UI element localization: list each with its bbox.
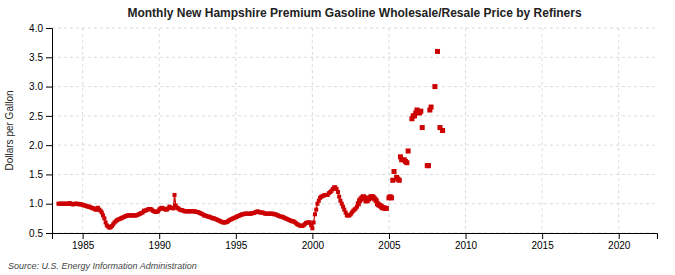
y-tick-label: 0.5 (29, 228, 43, 239)
marker (406, 149, 411, 154)
y-grid-line (52, 115, 657, 116)
y-grid-line (52, 57, 657, 58)
x-tick-mark (159, 233, 160, 239)
x-grid-line (159, 28, 160, 233)
marker (404, 160, 409, 165)
x-tick-label: 2000 (302, 240, 325, 251)
x-tick: 2005 (378, 233, 401, 251)
marker (432, 84, 437, 89)
y-tick: 3.0 (29, 81, 52, 92)
series-line (58, 187, 357, 228)
chart-svg: 1985 1990 1995 2000 2005 2010 2015 2020 0.5 1.0 1.… (0, 0, 675, 275)
x-tick: 2015 (532, 233, 555, 251)
plot-root: 1985 1990 1995 2000 2005 2010 2015 2020 0.5 1.0 1.… (29, 23, 657, 251)
marker (429, 105, 434, 110)
y-tick-mark (46, 57, 52, 58)
x-tick-mark (542, 233, 543, 239)
y-tick-mark (46, 204, 52, 205)
x-tick-label: 1995 (225, 240, 248, 251)
y-tick: 1.5 (29, 169, 52, 180)
marker (312, 220, 316, 224)
marker (420, 125, 425, 130)
y-tick-label: 4.0 (29, 23, 43, 34)
x-grid-line (312, 28, 313, 233)
y-tick: 2.0 (29, 140, 52, 151)
y-tick-mark (46, 87, 52, 88)
x-tick: 1995 (225, 233, 248, 251)
x-tick-label: 1990 (149, 240, 172, 251)
marker (337, 195, 341, 199)
grid (52, 28, 657, 233)
marker (310, 226, 314, 230)
marker (389, 195, 394, 200)
plot-area (56, 49, 445, 230)
y-tick-label: 1.0 (29, 198, 43, 209)
x-grid-line (82, 28, 83, 233)
y-tick: 4.0 (29, 23, 52, 34)
x-tick: 1985 (72, 233, 95, 251)
x-axis: 1985 1990 1995 2000 2005 2010 2015 2020 (53, 233, 658, 251)
y-axis-line (46, 29, 53, 234)
marker (392, 169, 397, 174)
x-grid-line (542, 28, 543, 233)
y-tick: 1.0 (29, 198, 52, 209)
y-grid-line (52, 174, 657, 175)
x-tick: 2020 (608, 233, 631, 251)
y-tick-label: 1.5 (29, 169, 43, 180)
x-tick-label: 2010 (455, 240, 478, 251)
x-axis-line (53, 234, 658, 240)
marker (418, 109, 423, 114)
y-tick-label: 2.0 (29, 140, 43, 151)
x-tick-label: 2015 (532, 240, 555, 251)
x-tick: 2010 (455, 233, 478, 251)
x-grid-line (235, 28, 236, 233)
y-tick-label: 2.5 (29, 111, 43, 122)
x-grid-line (465, 28, 466, 233)
chart-title: Monthly New Hampshire Premium Gasoline W… (127, 6, 581, 20)
y-grid-line (52, 145, 657, 146)
x-tick-label: 2005 (378, 240, 401, 251)
x-tick-mark (389, 233, 390, 239)
y-tick-label: 3.5 (29, 52, 43, 63)
series (56, 185, 359, 230)
x-tick: 1990 (149, 233, 172, 251)
marker (313, 212, 317, 216)
marker (397, 178, 402, 183)
x-tick-label: 2020 (608, 240, 631, 251)
marker (435, 49, 440, 54)
y-grid-line (52, 86, 657, 87)
source-note: Source: U.S. Energy Information Administ… (8, 261, 197, 271)
marker (440, 128, 445, 133)
y-grid-line (52, 203, 657, 204)
marker (384, 206, 389, 211)
x-tick-label: 1985 (72, 240, 95, 251)
y-axis: 0.5 1.0 1.5 2.0 2.5 3.0 3.5 4.0 (29, 23, 52, 239)
x-grid-line (618, 28, 619, 233)
y-tick-label: 3.0 (29, 81, 43, 92)
y-tick-mark (46, 116, 52, 117)
x-tick-mark (312, 233, 313, 239)
y-axis-title: Dollars per Gallon (4, 90, 15, 170)
y-tick-mark (46, 233, 52, 234)
y-tick: 3.5 (29, 52, 52, 63)
y-tick-mark (46, 145, 52, 146)
x-tick: 2000 (302, 233, 325, 251)
marker (314, 208, 318, 212)
y-tick: 0.5 (29, 228, 52, 239)
marker (102, 216, 106, 220)
series (356, 49, 445, 211)
x-tick-mark (619, 233, 620, 239)
y-grid-line (52, 28, 657, 29)
marker (336, 190, 340, 194)
y-tick-mark (46, 174, 52, 175)
y-tick: 2.5 (29, 111, 52, 122)
x-tick-mark (83, 233, 84, 239)
y-tick-mark (46, 28, 52, 29)
marker (426, 163, 431, 168)
chart-container: 1985 1990 1995 2000 2005 2010 2015 2020 0.5 1.0 1.… (0, 0, 675, 275)
x-grid-line (388, 28, 389, 233)
x-tick-mark (466, 233, 467, 239)
x-tick-mark (236, 233, 237, 239)
marker (173, 193, 177, 197)
